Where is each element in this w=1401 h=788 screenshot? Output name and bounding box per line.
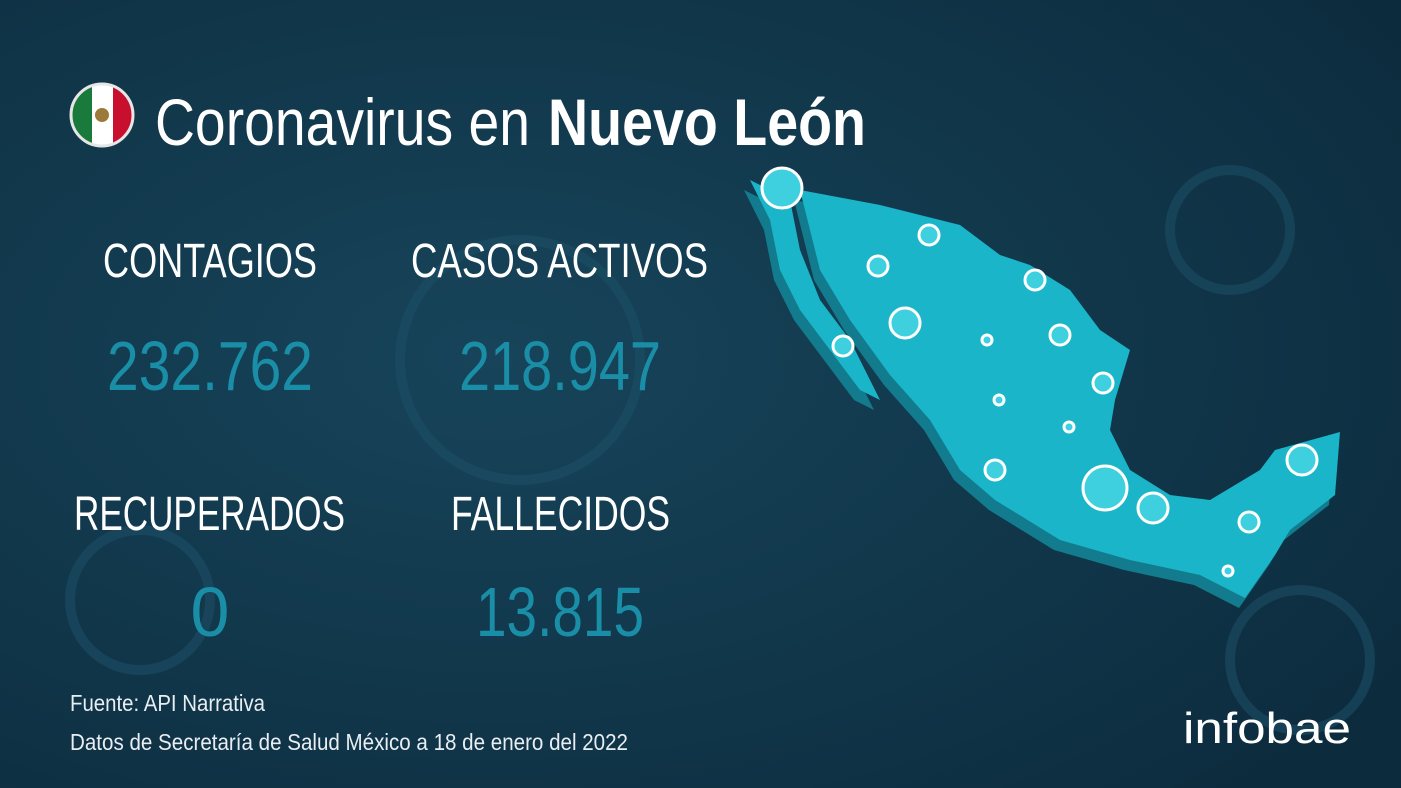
title-bold: Nuevo León xyxy=(548,85,866,159)
stat-value: 13.815 xyxy=(476,573,644,651)
note: Datos de Secretaría de Salud México a 18… xyxy=(70,729,628,755)
flag-icon xyxy=(69,82,135,148)
stat-label: RECUPERADOS xyxy=(74,488,345,541)
stat-value: 232.762 xyxy=(107,327,313,405)
title-regular: Coronavirus en xyxy=(155,85,530,159)
brand-logo: infobae xyxy=(1183,704,1351,753)
stat-label: CASOS ACTIVOS xyxy=(411,235,708,288)
stat-label: CONTAGIOS xyxy=(103,235,317,288)
virus-decoration xyxy=(65,165,1375,735)
stat-value: 0 xyxy=(191,573,230,651)
stat-value: 218.947 xyxy=(459,327,661,405)
source: Fuente: API Narrativa xyxy=(70,690,265,716)
mexico-map xyxy=(744,166,1340,608)
stat-label: FALLECIDOS xyxy=(451,488,670,541)
